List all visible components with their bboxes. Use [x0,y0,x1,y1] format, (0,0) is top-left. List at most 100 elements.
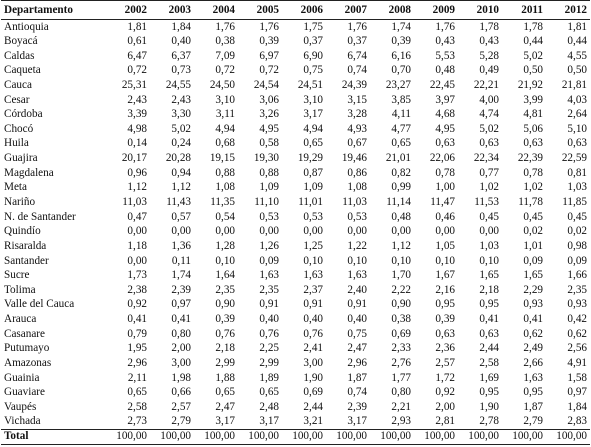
value-cell: 2,79 [523,415,543,428]
department-cell: Casanare [4,327,45,340]
value-cell: 3,97 [435,93,455,106]
value-cell: 1,84 [567,400,587,413]
table-row: Amazonas 2,96 3,00 2,99 2,99 3,00 2,96 2,76 2,57… [1,356,590,371]
value-cell: 3,17 [303,108,323,121]
value-cell: 11,43 [166,196,191,208]
department-cell: Caqueta [4,64,41,77]
value-cell: 1,78 [523,20,543,33]
value-cell: 0,81 [567,166,587,179]
value-cell: 0,10 [215,254,235,267]
value-cell: 1,63 [523,371,543,384]
value-cell: 0,00 [215,225,235,238]
value-cell: 0,00 [259,225,279,238]
value-cell: 1,90 [479,400,499,413]
value-cell: 1,90 [303,371,323,384]
value-cell: 1,89 [259,371,279,384]
table-row: Guaviare 0,65 0,66 0,65 0,65 0,69 0,74 0,80 0,92… [1,386,590,401]
value-cell: 4,94 [303,122,323,135]
value-cell: 11,47 [430,196,455,208]
value-cell: 1,26 [259,239,279,252]
table-row: Vichada 2,73 2,79 3,17 3,17 3,21 3,17 2,93 2,81 2… [1,415,590,430]
value-cell: 0,53 [347,210,367,223]
value-cell: 2,35 [259,283,279,296]
value-cell: 4,91 [567,357,587,370]
value-cell: 1,64 [215,269,235,282]
value-cell: 1,63 [259,269,279,282]
department-cell: Valle del Cauca [4,298,75,311]
department-cell: Tolima [4,283,36,296]
value-cell: 2,66 [523,357,543,370]
value-cell: 1,12 [127,181,147,194]
value-cell: 0,86 [347,166,367,179]
value-cell: 1,98 [171,371,191,384]
value-cell: 1,09 [259,181,279,194]
value-cell: 4,81 [523,108,543,121]
value-cell: 3,17 [259,415,279,428]
value-cell: 4,95 [259,122,279,135]
value-cell: 2,96 [127,357,147,370]
value-cell: 0,72 [215,64,235,77]
value-cell: 2,48 [259,400,279,413]
value-cell: 11,35 [210,196,235,208]
total-cell: 100,00 [414,428,458,445]
value-cell: 5,53 [435,49,455,62]
department-cell: Antioquia [4,20,49,33]
value-cell: 0,95 [479,386,499,399]
table-row: N. de Santander 0,47 0,57 0,54 0,53 0,53 0,53 0… [1,210,590,225]
value-cell: 0,45 [479,210,499,223]
total-cell: 100,00 [502,428,546,445]
value-cell: 1,65 [523,269,543,282]
department-cell: Córdoba [4,108,43,121]
value-cell: 1,63 [347,269,367,282]
value-cell: 0,93 [567,298,587,311]
value-cell: 2,78 [479,415,499,428]
value-cell: 3,21 [303,415,323,428]
value-cell: 11,03 [342,196,367,208]
value-cell: 3,28 [347,108,367,121]
value-cell: 0,10 [391,254,411,267]
value-cell: 3,17 [215,415,235,428]
value-cell: 1,65 [479,269,499,282]
value-cell: 0,44 [523,34,543,47]
value-cell: 1,74 [391,20,411,33]
value-cell: 2,49 [523,342,543,355]
department-cell: Vichada [4,415,41,428]
value-cell: 0,00 [435,225,455,238]
table-row: Meta 1,12 1,12 1,08 1,09 1,09 1,08 0,99 1,00 1,02… [1,181,590,196]
header-cell: 2008 [370,0,414,20]
department-cell: Putumayo [4,342,50,355]
value-cell: 2,58 [127,400,147,413]
value-cell: 0,39 [259,34,279,47]
value-cell: 2,73 [127,415,147,428]
value-cell: 0,02 [523,225,543,238]
value-cell: 0,63 [567,137,587,150]
value-cell: 0,58 [259,137,279,150]
value-cell: 6,90 [303,49,323,62]
department-cell: Arauca [4,313,37,326]
value-cell: 0,39 [215,313,235,326]
value-cell: 2,43 [171,93,191,106]
value-cell: 11,85 [562,196,587,208]
value-cell: 1,77 [391,371,411,384]
value-cell: 1,08 [215,181,235,194]
value-cell: 4,94 [215,122,235,135]
value-cell: 0,10 [303,254,323,267]
table-row: Santander 0,00 0,11 0,10 0,09 0,10 0,10 0,10 0,1… [1,254,590,269]
value-cell: 2,93 [391,415,411,428]
value-cell: 0,63 [479,137,499,150]
value-cell: 0,00 [127,254,147,267]
value-cell: 1,88 [215,371,235,384]
value-cell: 0,53 [259,210,279,223]
value-cell: 0,76 [259,327,279,340]
value-cell: 1,78 [479,20,499,33]
value-cell: 0,63 [479,327,499,340]
header-row: Departamento 2002 2003 2004 2005 2006 2007 2008… [1,0,590,20]
value-cell: 3,39 [127,108,147,121]
table-row: Guajira 20,17 20,28 19,15 19,30 19,29 19,46 21,… [1,151,590,166]
value-cell: 2,44 [303,400,323,413]
value-cell: 22,59 [561,152,587,165]
value-cell: 24,54 [253,78,279,91]
department-cell: Quindío [4,225,41,238]
